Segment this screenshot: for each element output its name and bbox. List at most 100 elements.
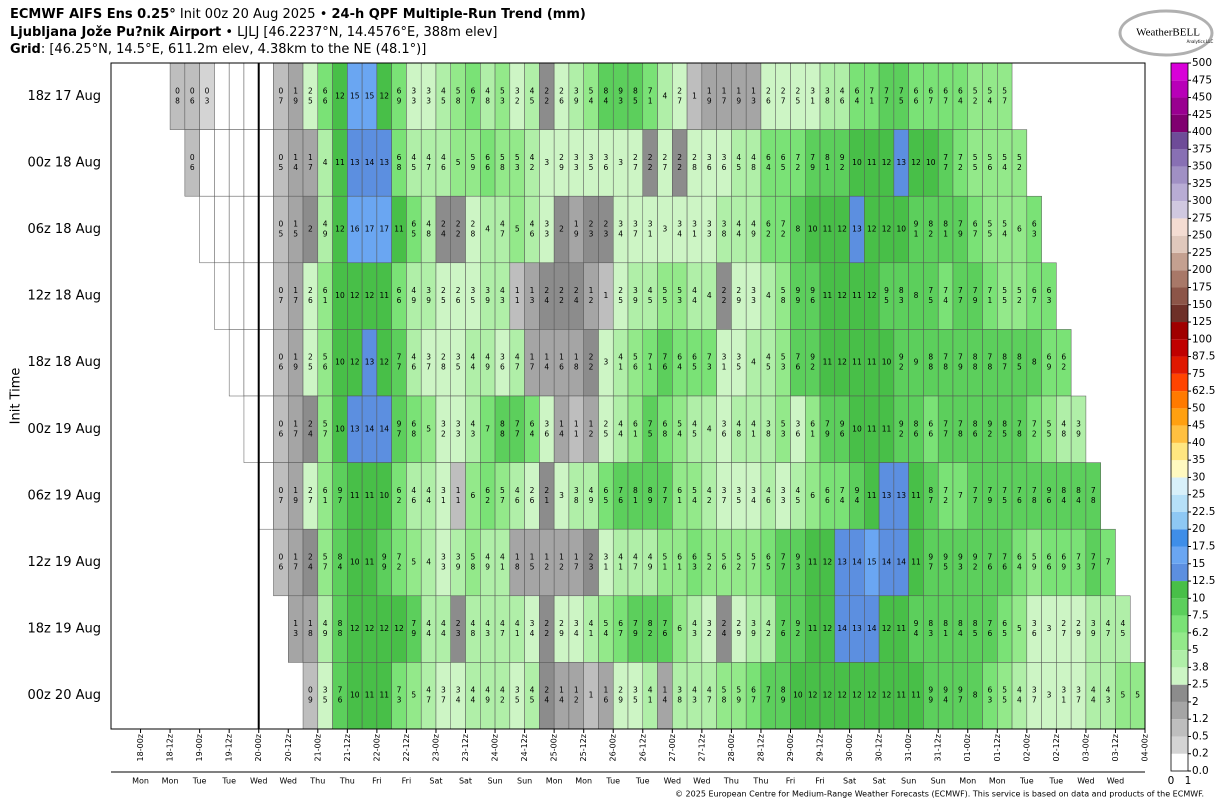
cell-value: 6 [810,491,815,500]
cell-value: 13 [896,491,906,500]
cell-value: 11 [852,291,862,300]
cell-value: 2 [308,225,313,234]
colorbar-label: 325 [1192,178,1212,190]
cell-value: 12 [808,691,818,700]
colorbar-segment [1171,753,1188,771]
cell-value: 10 [852,158,862,167]
cell-value: 11 [350,491,360,500]
colorbar-segment [1171,114,1188,133]
location-detail: • LJLJ [46.2237°N, 14.4576°E, 388m elev] [221,25,497,40]
location-name: Ljubljana Jože Pu?nik Airport [10,25,221,40]
colorbar-label: 400 [1192,126,1212,138]
colorbar-segment [1171,132,1188,150]
x-tick-label: 26-12z [638,734,647,761]
x-tick-label: 30-00z [845,734,854,761]
title: ECMWF AIFS Ens 0.25° Init 00z 20 Aug 202… [10,7,586,22]
cell-value: 12 [823,624,833,633]
colorbar-label: 5 [1192,644,1199,656]
cell-value: 11 [911,558,921,567]
cell-value: 11 [852,358,862,367]
colorbar-label: 275 [1192,212,1212,224]
day-label: Mon [132,777,149,786]
day-label: Tue [1019,777,1034,786]
cell-value: 11 [808,624,818,633]
x-tick-label: 19-12z [225,734,234,761]
grid-info: Grid: [46.25°N, 14.5°E, 611.2m elev, 4.3… [10,42,426,57]
colorbar-label: 475 [1192,74,1212,86]
cell-value: 14 [365,424,375,433]
cell [214,195,230,264]
cell-value: 16 [350,225,360,234]
colorbar-label: 250 [1192,230,1212,242]
colorbar-label: 2.5 [1192,679,1209,691]
cell-value: 3 [663,225,668,234]
cell [258,62,274,130]
colorbar-label: 12.5 [1192,575,1215,587]
row-label: 12z 19 Aug [27,555,101,570]
cell-value: 4 [426,558,431,567]
day-label: Sun [517,777,532,786]
cell-value: 11 [379,291,389,300]
cell-value: 7 [958,491,963,500]
x-tick-label: 23-00z [431,734,440,761]
colorbar-segment [1171,373,1188,392]
cell-value: 12 [335,91,345,100]
cell [243,262,259,330]
cell-value: 7 [1106,558,1111,567]
colorbar-label: 1.2 [1192,713,1209,725]
